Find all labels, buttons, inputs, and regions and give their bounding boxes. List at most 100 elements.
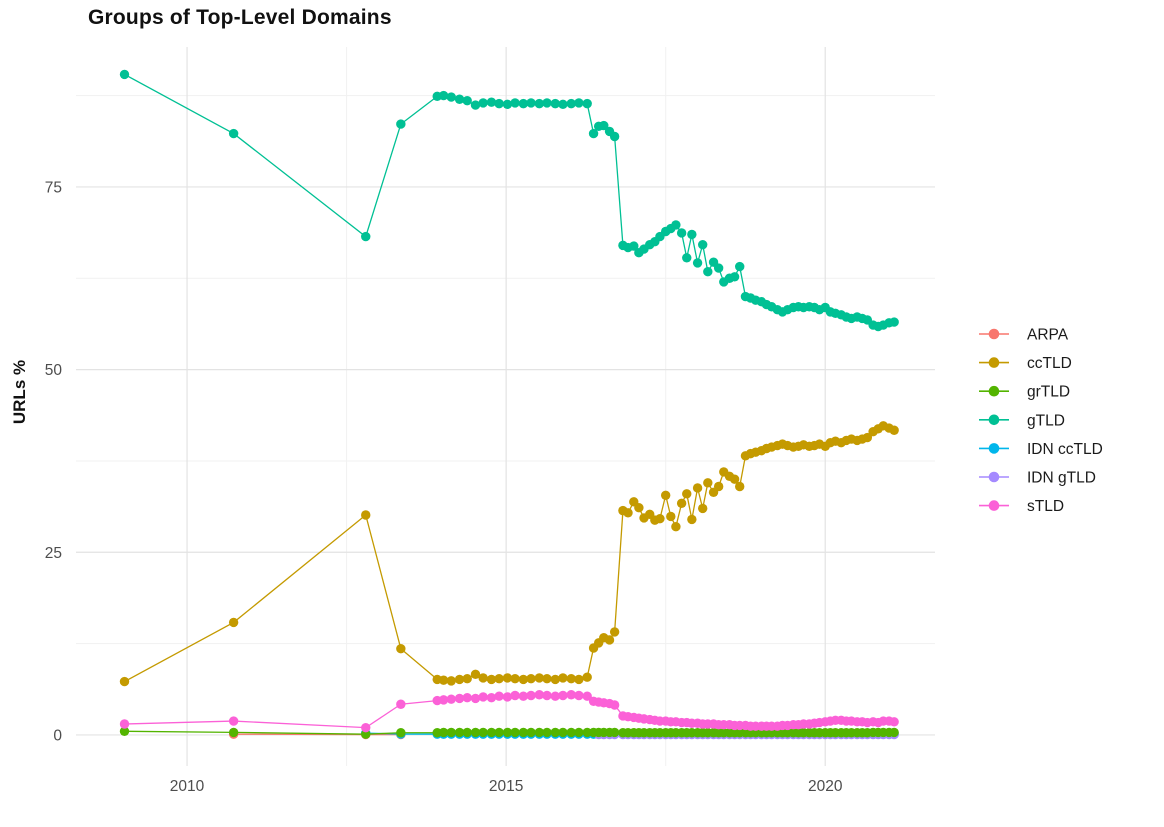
y-axis-label: URLs %: [10, 359, 29, 425]
legend-item-grtld: grTLD: [979, 384, 1070, 401]
legend-item-idn-gtld: IDN gTLD: [979, 470, 1096, 487]
data-point-cctld: [438, 675, 449, 685]
data-point-grtld: [494, 727, 504, 738]
legend-label-gtld: gTLD: [1027, 412, 1065, 429]
data-point-cctld: [582, 672, 592, 682]
data-point-stld: [228, 716, 239, 726]
data-point-gtld: [698, 239, 708, 250]
data-point-gtld: [713, 263, 724, 273]
data-point-gtld: [462, 96, 472, 106]
data-point-cctld: [526, 673, 536, 684]
legend-label-cctld: ccTLD: [1027, 355, 1072, 372]
data-point-gtld: [550, 98, 560, 109]
data-point-cctld: [566, 673, 576, 684]
x-tick-label: 2020: [808, 778, 843, 795]
legend-item-arpa: ARPA: [979, 327, 1069, 344]
data-point-gtld: [566, 98, 576, 109]
data-point-stld: [462, 692, 472, 703]
data-point-cctld: [671, 522, 681, 532]
data-point-cctld: [676, 498, 687, 509]
data-point-gtld: [671, 220, 681, 230]
data-point-grtld: [470, 727, 481, 738]
data-point-gtld: [558, 99, 568, 110]
data-point-cctld: [462, 673, 472, 684]
data-point-stld: [470, 693, 481, 704]
data-point-stld: [534, 690, 545, 700]
data-point-grtld: [454, 727, 465, 738]
data-point-cctld: [494, 673, 504, 684]
data-point-grtld: [446, 727, 456, 738]
data-point-gtld: [438, 90, 449, 101]
series-line-gtld: [124, 73, 895, 328]
data-point-cctld: [228, 617, 239, 628]
data-point-gtld: [478, 98, 488, 108]
data-point-cctld: [655, 513, 665, 524]
legend-item-stld: sTLD: [979, 498, 1064, 515]
data-point-gtld: [119, 69, 130, 80]
data-point-grtld: [486, 727, 497, 738]
data-point-cctld: [542, 673, 552, 684]
data-point-gtld: [494, 98, 504, 109]
data-point-gtld: [526, 98, 536, 108]
data-point-grtld: [542, 727, 552, 738]
series-grtld: [119, 726, 899, 739]
legend-item-cctld: ccTLD: [979, 355, 1072, 372]
chart-title: Groups of Top-Level Domains: [88, 6, 392, 29]
data-point-cctld: [550, 674, 560, 685]
data-point-cctld: [634, 503, 644, 513]
data-point-stld: [609, 700, 620, 710]
data-point-cctld: [446, 676, 456, 686]
data-point-cctld: [713, 481, 724, 492]
data-point-cctld: [510, 673, 520, 684]
data-point-gtld: [687, 229, 697, 240]
legend-key-dot-arpa: [988, 328, 1000, 340]
data-point-grtld: [396, 728, 406, 738]
data-point-cctld: [470, 669, 481, 679]
data-point-gtld: [518, 98, 529, 109]
legend-label-grtld: grTLD: [1027, 384, 1070, 401]
data-point-gtld: [446, 92, 456, 102]
data-point-cctld: [687, 514, 697, 525]
data-point-gtld: [486, 97, 497, 107]
data-point-stld: [502, 692, 513, 702]
data-point-grtld: [558, 727, 568, 738]
data-point-stld: [361, 722, 371, 733]
data-point-grtld: [534, 727, 545, 738]
data-point-stld: [446, 694, 456, 704]
series-stld: [119, 690, 899, 733]
data-point-cctld: [604, 635, 615, 645]
data-point-cctld: [735, 481, 745, 492]
data-point-stld: [396, 699, 406, 709]
data-point-stld: [438, 695, 449, 705]
data-point-grtld: [518, 727, 529, 738]
data-point-gtld: [629, 241, 639, 251]
data-point-cctld: [478, 673, 488, 683]
data-point-gtld: [454, 94, 465, 104]
legend-key-dot-grtld: [988, 385, 1000, 397]
data-point-grtld: [438, 727, 449, 738]
data-point-grtld: [889, 727, 899, 738]
data-point-cctld: [698, 503, 708, 514]
data-point-cctld: [889, 425, 899, 435]
legend-label-arpa: ARPA: [1027, 327, 1069, 344]
data-point-cctld: [502, 673, 513, 683]
data-point-gtld: [396, 119, 406, 129]
legend-label-idn-gtld: IDN gTLD: [1027, 470, 1096, 487]
series-arpa: [228, 729, 406, 740]
data-point-gtld: [502, 99, 513, 110]
series-gtld: [119, 69, 899, 332]
legend-label-idn-cctld: IDN ccTLD: [1027, 441, 1103, 458]
data-point-stld: [119, 719, 130, 729]
legend-item-gtld: gTLD: [979, 412, 1065, 429]
data-point-stld: [889, 717, 899, 727]
data-point-gtld: [889, 317, 899, 327]
legend-key-dot-idn-gtld: [988, 471, 1000, 483]
data-point-gtld: [542, 98, 552, 108]
x-tick-label: 2015: [489, 778, 523, 795]
data-point-stld: [558, 690, 568, 701]
data-point-grtld: [566, 727, 576, 738]
data-point-gtld: [470, 100, 481, 110]
y-tick-label: 75: [45, 179, 62, 196]
data-point-stld: [486, 692, 497, 703]
data-point-grtld: [502, 727, 513, 738]
